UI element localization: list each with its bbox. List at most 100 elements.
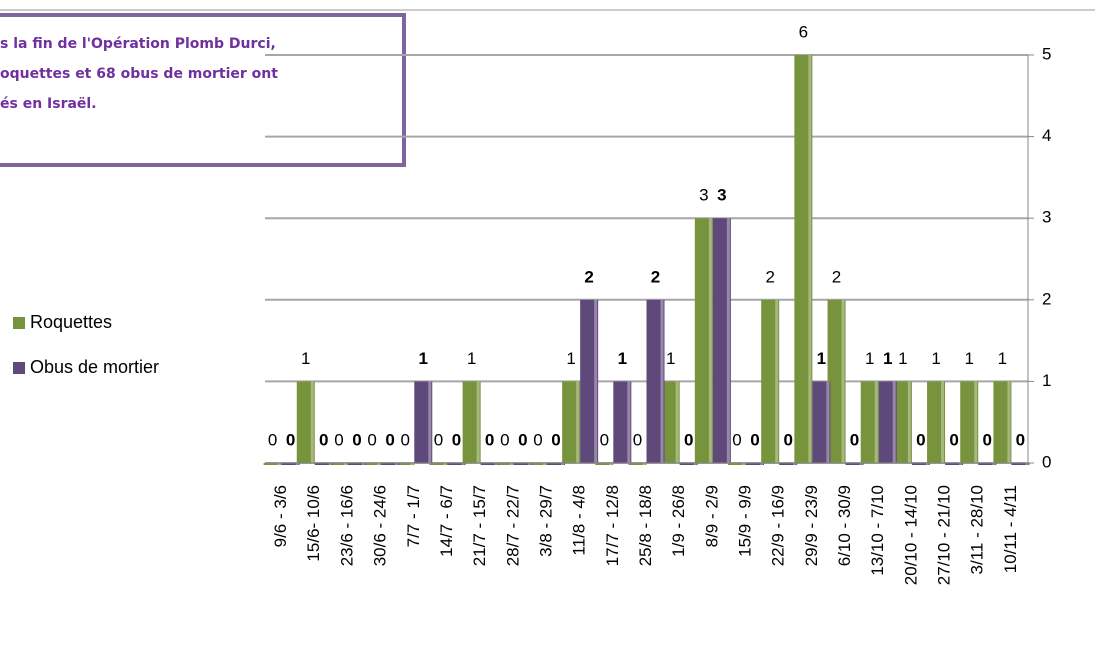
value-label: 1 [618, 349, 627, 368]
bar-side [1007, 381, 1011, 463]
value-label: 0 [268, 430, 277, 449]
y-tick-label: 4 [1042, 126, 1051, 145]
bar-side [461, 463, 465, 465]
bar [414, 381, 433, 463]
value-label: 0 [367, 430, 376, 449]
bar-side [443, 463, 447, 465]
bar [381, 463, 400, 465]
bar-side [277, 463, 281, 465]
bar [495, 463, 514, 465]
value-label: 1 [865, 349, 874, 368]
bar [462, 381, 481, 463]
bar-side [708, 218, 712, 463]
x-tick-label: 13/10 - 7/10 [868, 485, 887, 576]
value-label: 0 [850, 430, 859, 449]
value-label: 0 [750, 430, 759, 449]
bar-side [660, 299, 664, 463]
value-label: 0 [485, 430, 494, 449]
bar [761, 299, 780, 463]
x-tick-label: 27/10 - 21/10 [935, 485, 954, 585]
bar [679, 463, 698, 465]
value-label: 0 [533, 430, 542, 449]
bar [513, 463, 532, 465]
value-label: 1 [666, 349, 675, 368]
bar-side [892, 381, 896, 463]
value-label: 0 [401, 430, 410, 449]
bar [546, 463, 565, 465]
value-label: 1 [419, 349, 428, 368]
value-label: 2 [832, 267, 841, 286]
bar-side [642, 463, 646, 465]
bar-side [859, 463, 863, 465]
bar [746, 463, 765, 465]
bar [296, 381, 315, 463]
y-tick-label: 0 [1042, 452, 1051, 471]
bar [993, 381, 1012, 463]
bar [263, 463, 282, 465]
bar [613, 381, 632, 463]
x-tick-label: 20/10 - 14/10 [901, 485, 920, 585]
bar-side [343, 463, 347, 465]
bar-side [609, 463, 613, 465]
bar-side [494, 463, 498, 465]
value-label: 2 [651, 267, 660, 286]
x-tick-label: 30/6 - 24/6 [371, 485, 390, 566]
value-label: 0 [500, 430, 509, 449]
bar [595, 463, 614, 465]
bar [860, 381, 879, 463]
bar [945, 463, 964, 465]
value-label: 0 [949, 430, 958, 449]
value-label: 0 [633, 430, 642, 449]
annotation-line: oquettes et 68 obus de mortier ont [0, 66, 278, 82]
legend-label: Roquettes [30, 312, 112, 332]
bar-side [576, 381, 580, 463]
bar-side [726, 218, 730, 463]
bar [480, 463, 499, 465]
value-label: 0 [783, 430, 792, 449]
value-label: 0 [452, 430, 461, 449]
value-label: 1 [898, 349, 907, 368]
value-label: 0 [319, 430, 328, 449]
value-label: 0 [334, 430, 343, 449]
bar-side [410, 463, 414, 465]
x-tick-label: 28/7 - 22/7 [503, 485, 522, 566]
x-tick-label: 3/8 - 29/7 [536, 485, 555, 557]
legend-swatch [13, 317, 25, 329]
value-label: 1 [931, 349, 940, 368]
bar-side [907, 381, 911, 463]
value-label: 0 [732, 430, 741, 449]
bar [794, 55, 813, 464]
value-label: 1 [965, 349, 974, 368]
bar [314, 463, 333, 465]
x-tick-label: 10/11 - 4/11 [1001, 485, 1020, 573]
bar [429, 463, 448, 465]
bar [528, 463, 547, 465]
bar-side [874, 381, 878, 463]
y-tick-label: 5 [1042, 44, 1051, 63]
x-tick-label: 23/6 - 16/6 [337, 485, 356, 566]
value-label: 2 [584, 267, 593, 286]
value-label: 3 [717, 186, 726, 205]
bar-side [361, 463, 365, 465]
bar-side [742, 463, 746, 465]
value-label: 2 [765, 267, 774, 286]
plot-area [263, 55, 1030, 465]
bar [646, 299, 665, 463]
bar [329, 463, 348, 465]
x-tick-label: 6/10 - 30/9 [835, 485, 854, 566]
bar [628, 463, 647, 465]
value-label: 0 [518, 430, 527, 449]
bar [812, 381, 831, 463]
x-tick-label: 8/9 - 2/9 [702, 485, 721, 547]
value-label: 6 [799, 22, 808, 41]
bar [447, 463, 466, 465]
bar-side [925, 463, 929, 465]
x-tick-label: 15/9 - 9/9 [736, 485, 755, 557]
annotation-line: és en Israël. [0, 96, 97, 112]
bar [878, 381, 897, 463]
bar-side [310, 381, 314, 463]
bar-side [775, 299, 779, 463]
value-label: 1 [817, 349, 826, 368]
bar-side [295, 463, 299, 465]
bar-side [941, 381, 945, 463]
